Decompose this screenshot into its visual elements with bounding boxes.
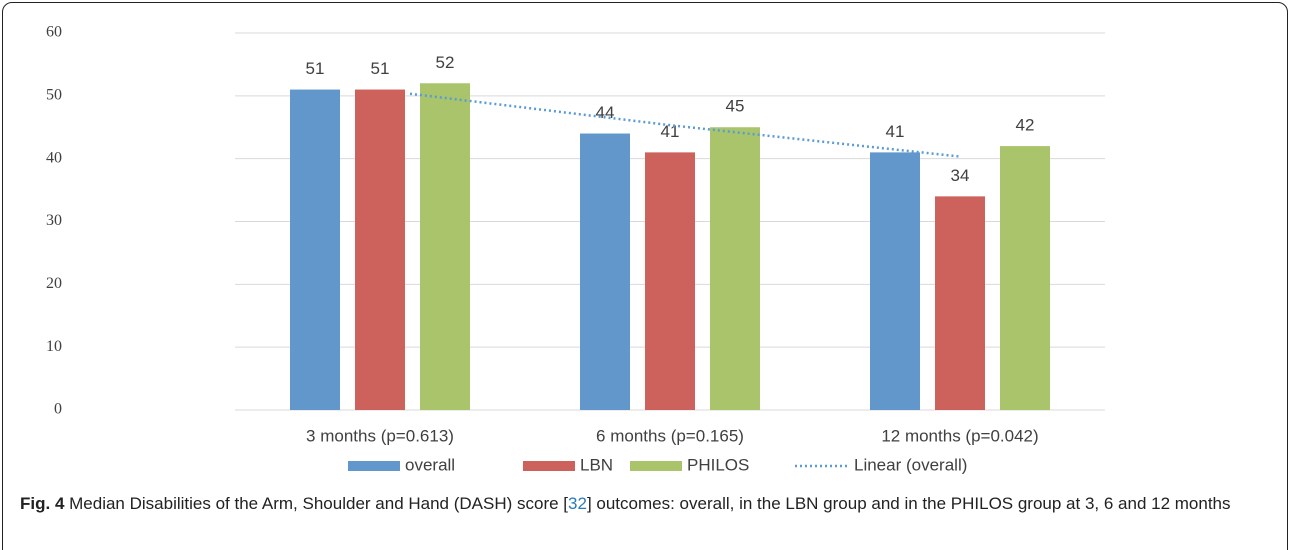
- legend-label: PHILOS: [687, 455, 749, 474]
- y-tick-label: 40: [46, 149, 62, 166]
- data-label: 51: [306, 59, 325, 78]
- bar: [710, 127, 760, 410]
- data-label: 51: [371, 59, 390, 78]
- y-tick-label: 20: [46, 275, 62, 292]
- legend-label: LBN: [580, 455, 613, 474]
- caption: Fig. 4 Median Disabilities of the Arm, S…: [20, 491, 1278, 516]
- y-tick-label: 0: [54, 401, 62, 418]
- x-tick-label: 12 months (p=0.042): [881, 426, 1038, 445]
- caption-text: Median Disabilities of the Arm, Shoulder…: [64, 494, 569, 513]
- data-label: 34: [951, 166, 970, 185]
- bar: [1000, 146, 1050, 410]
- caption-ref[interactable]: 32: [568, 494, 587, 513]
- data-label: 41: [886, 122, 905, 141]
- y-tick-label: 10: [46, 338, 62, 355]
- data-label: 45: [726, 97, 745, 116]
- y-tick-label: 30: [46, 212, 62, 229]
- x-tick-label: 6 months (p=0.165): [596, 426, 744, 445]
- data-label: 42: [1016, 116, 1035, 135]
- trendline: [409, 92, 961, 158]
- bar: [355, 89, 405, 411]
- x-tick-label: 3 months (p=0.613): [306, 426, 454, 445]
- chart: 0 10 20 30 40 50 60 3 months (p=0.613) 51 51 52 6 m…: [46, 24, 1105, 474]
- bar: [645, 152, 695, 410]
- bar: [870, 152, 920, 410]
- caption-label: Fig. 4: [20, 494, 65, 513]
- legend-label: Linear (overall): [854, 455, 967, 474]
- y-tick-label: 50: [46, 87, 62, 104]
- y-tick-label: 60: [46, 24, 62, 41]
- data-label: 44: [596, 103, 615, 122]
- bar: [935, 196, 985, 410]
- legend-swatch: [523, 461, 575, 471]
- legend-swatch: [348, 461, 400, 471]
- legend-swatch: [630, 461, 682, 471]
- bar: [290, 89, 340, 411]
- caption-text: ] outcomes: overall, in the LBN group an…: [586, 494, 1231, 513]
- legend-label: overall: [405, 455, 455, 474]
- bar: [580, 133, 630, 411]
- data-label: 52: [436, 53, 455, 72]
- bar: [420, 83, 470, 411]
